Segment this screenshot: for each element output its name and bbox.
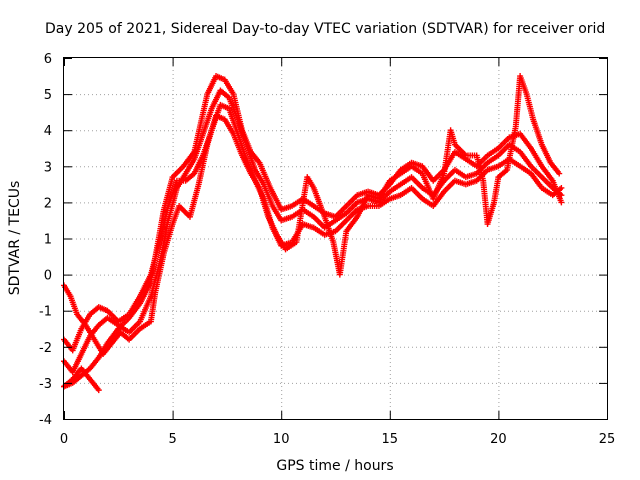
y-tick-label--4: -4 [39, 413, 52, 428]
x-tick-label-15: 15 [382, 432, 399, 447]
series-track-4 [61, 73, 563, 358]
y-tick-label--3: -3 [39, 377, 52, 392]
x-tick-label-25: 25 [599, 432, 616, 447]
x-tick-labels: 0 5 10 15 20 25 [60, 432, 615, 447]
grid [64, 58, 607, 419]
y-tick-label--2: -2 [39, 341, 52, 356]
axis-ticks [64, 58, 608, 420]
y-tick-label-3: 3 [44, 160, 52, 175]
data-points [61, 73, 565, 394]
data-point [558, 184, 565, 191]
plot-frame [63, 57, 608, 420]
y-tick-label--1: -1 [39, 305, 52, 320]
y-tick-label-6: 6 [44, 52, 52, 67]
x-tick-label-5: 5 [168, 432, 176, 447]
series-track-1 [61, 73, 565, 390]
series-track-3 [61, 101, 565, 354]
x-tick-label-20: 20 [490, 432, 507, 447]
y-axis-label: SDTVAR / TECUs [7, 181, 23, 296]
chart-title: Day 205 of 2021, Sidereal Day-to-day VTE… [45, 21, 605, 37]
x-tick-label-10: 10 [273, 432, 290, 447]
x-axis-label: GPS time / hours [276, 458, 393, 474]
y-tick-label-2: 2 [44, 196, 52, 211]
y-tick-label-1: 1 [44, 233, 52, 248]
y-tick-label-5: 5 [44, 88, 52, 103]
data-point [558, 192, 565, 199]
x-tick-label-0: 0 [60, 432, 68, 447]
data-point [556, 170, 563, 177]
y-tick-labels: -4 -3 -2 -1 0 1 2 3 4 5 6 [39, 52, 52, 428]
y-tick-label-4: 4 [44, 124, 52, 139]
data-point [558, 199, 565, 206]
series-track-5 [61, 365, 102, 394]
y-tick-label-0: 0 [44, 269, 52, 284]
data-point [95, 387, 102, 394]
